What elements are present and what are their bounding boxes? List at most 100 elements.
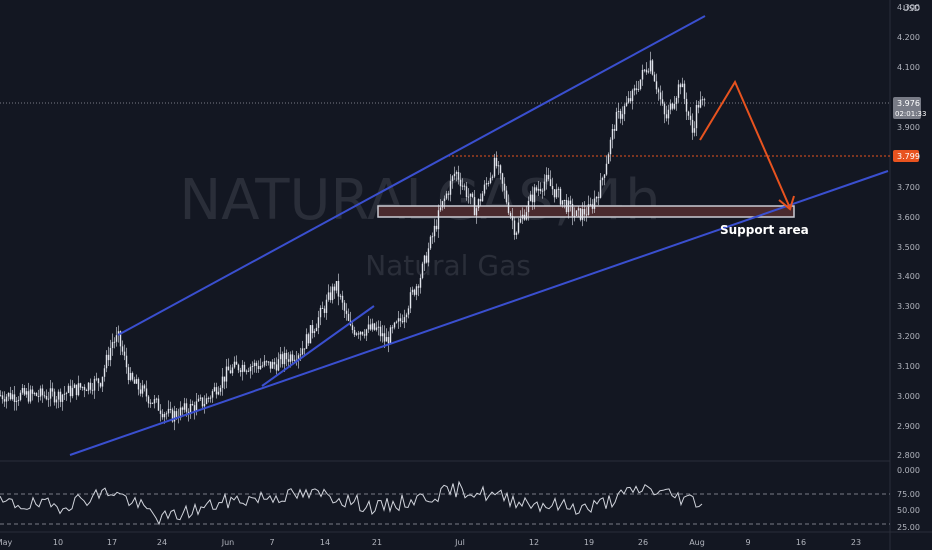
candle-body <box>331 286 334 301</box>
time-tick-label: 10 <box>53 538 63 547</box>
candle-body <box>489 177 492 183</box>
candle-body <box>91 389 94 391</box>
rsi-tick-label: 25.00 <box>897 523 920 532</box>
candle-body <box>247 370 250 372</box>
candle-body <box>675 97 678 104</box>
candle-body <box>165 413 168 415</box>
candle-body <box>467 196 470 198</box>
candle-body <box>437 210 440 230</box>
candle-body <box>153 399 156 404</box>
candle-body <box>493 157 496 177</box>
candle-body <box>263 361 266 366</box>
candle-body <box>469 193 472 197</box>
minor-trendline[interactable] <box>261 305 375 387</box>
candle-body <box>297 355 300 361</box>
candle-body <box>299 354 302 356</box>
candle-body <box>157 398 160 411</box>
candle-body <box>159 410 162 414</box>
candle-body <box>383 333 386 342</box>
candle-body <box>0 395 2 397</box>
candle-body <box>127 367 130 381</box>
candle-body <box>37 396 40 398</box>
candle-body <box>215 387 218 395</box>
candle-body <box>673 103 676 109</box>
candle-body <box>269 361 272 369</box>
candle-body <box>131 373 134 380</box>
candle-body <box>301 348 304 355</box>
candle-body <box>357 333 360 335</box>
candle-body <box>303 348 306 350</box>
candle-body <box>219 387 222 392</box>
candle-body <box>403 317 406 323</box>
candle-body <box>561 200 564 205</box>
candle-body <box>471 193 474 198</box>
candle-body <box>323 308 326 313</box>
candle-body <box>239 370 242 373</box>
candle-body <box>421 263 424 278</box>
projection-path[interactable] <box>699 79 791 209</box>
candle-body <box>377 326 380 328</box>
time-tick-label: 17 <box>107 538 117 547</box>
candle-body <box>697 105 700 108</box>
candle-body <box>65 392 68 394</box>
candle-body <box>11 394 14 400</box>
candle-body <box>193 405 196 412</box>
price-tick-label: 3.300 <box>897 302 920 311</box>
price-tick-label: 4.100 <box>897 63 920 72</box>
candle-body <box>537 188 540 191</box>
candle-body <box>433 225 436 237</box>
candle-body <box>691 119 694 133</box>
candle-body <box>439 207 442 211</box>
candle-body <box>485 183 488 185</box>
candle-body <box>361 331 364 335</box>
candle-body <box>205 398 208 404</box>
candle-body <box>123 351 126 356</box>
candle-body <box>145 388 148 397</box>
candle-body <box>509 212 512 217</box>
support-zone[interactable] <box>377 205 795 218</box>
candle-body <box>411 289 414 293</box>
candle-body <box>605 163 608 175</box>
price-tick-label: 4.200 <box>897 33 920 42</box>
candle-body <box>363 334 366 336</box>
upper-channel-trendline[interactable] <box>117 15 706 336</box>
candle-body <box>79 383 82 388</box>
candle-body <box>459 179 462 187</box>
candle-body <box>633 88 636 91</box>
candle-body <box>13 394 16 402</box>
candle-body <box>335 281 338 291</box>
candle-body <box>59 391 62 402</box>
candle-body <box>551 186 554 190</box>
candle-body <box>371 323 374 330</box>
candle-body <box>607 154 610 164</box>
candle-body <box>185 403 188 412</box>
candle-body <box>639 79 642 90</box>
candle-body <box>525 212 528 220</box>
candle-body <box>233 361 236 368</box>
candle-body <box>529 194 532 201</box>
candle-body <box>281 354 284 365</box>
price-tick-label: 2.800 <box>897 451 920 460</box>
candle-body <box>579 208 582 220</box>
time-axis[interactable]: May 10 17 24 Jun 7 14 21 Jul 12 19 26 Aug 9 16 23 <box>0 538 861 547</box>
candle-body <box>31 389 34 394</box>
candle-body <box>451 176 454 182</box>
candle-body <box>87 382 90 391</box>
candle-body <box>173 411 176 422</box>
level-label: 3.799 <box>897 152 920 161</box>
candle-body <box>25 391 28 395</box>
candle-body <box>555 189 558 198</box>
candle-body <box>671 103 674 109</box>
candle-body <box>585 214 588 216</box>
candle-body <box>461 185 464 187</box>
candle-body <box>501 173 504 184</box>
candle-body <box>531 194 534 203</box>
candle-body <box>603 174 606 178</box>
lower-channel-trendline[interactable] <box>69 170 889 456</box>
candle-body <box>543 181 546 191</box>
candle-body <box>381 333 384 337</box>
candle-body <box>183 403 186 410</box>
candle-body <box>581 209 584 220</box>
candle-body <box>457 172 460 180</box>
candle-body <box>191 404 194 406</box>
